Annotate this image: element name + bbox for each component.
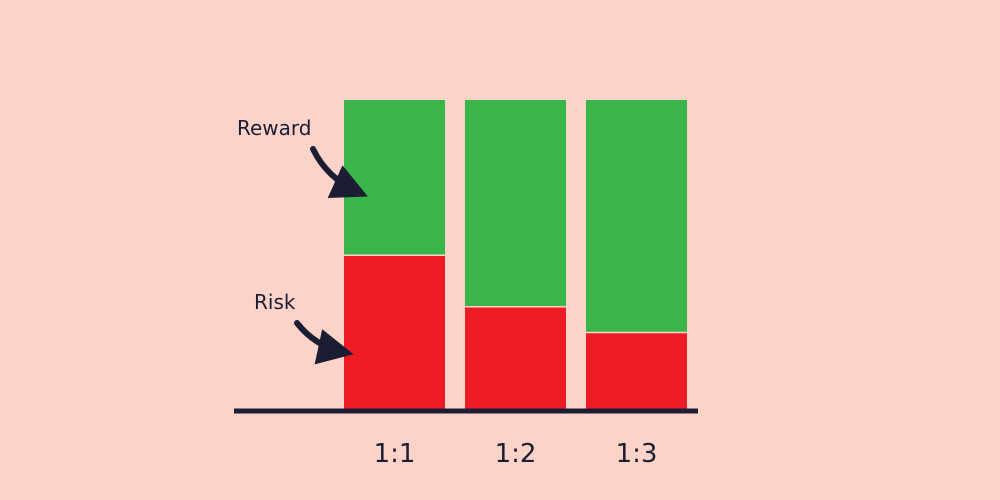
reward-bar-2 <box>465 100 566 306</box>
x-tick-label: 1:1 <box>374 439 416 469</box>
reward-bar-1 <box>344 100 445 255</box>
risk-bar-1 <box>344 256 445 409</box>
risk-bar-3 <box>586 333 687 409</box>
reward-annotation-label: Reward <box>237 116 311 140</box>
risk-arrow-icon <box>294 320 354 365</box>
reward-arrow-icon <box>310 146 368 199</box>
bars-layer <box>344 100 687 409</box>
risk-bar-2 <box>465 307 566 409</box>
x-tick-labels: 1:1 1:2 1:3 <box>374 439 658 469</box>
x-tick-label: 1:2 <box>495 439 537 469</box>
x-tick-label: 1:3 <box>616 439 658 469</box>
reward-bar-3 <box>586 100 687 332</box>
risk-annotation-label: Risk <box>254 290 296 314</box>
